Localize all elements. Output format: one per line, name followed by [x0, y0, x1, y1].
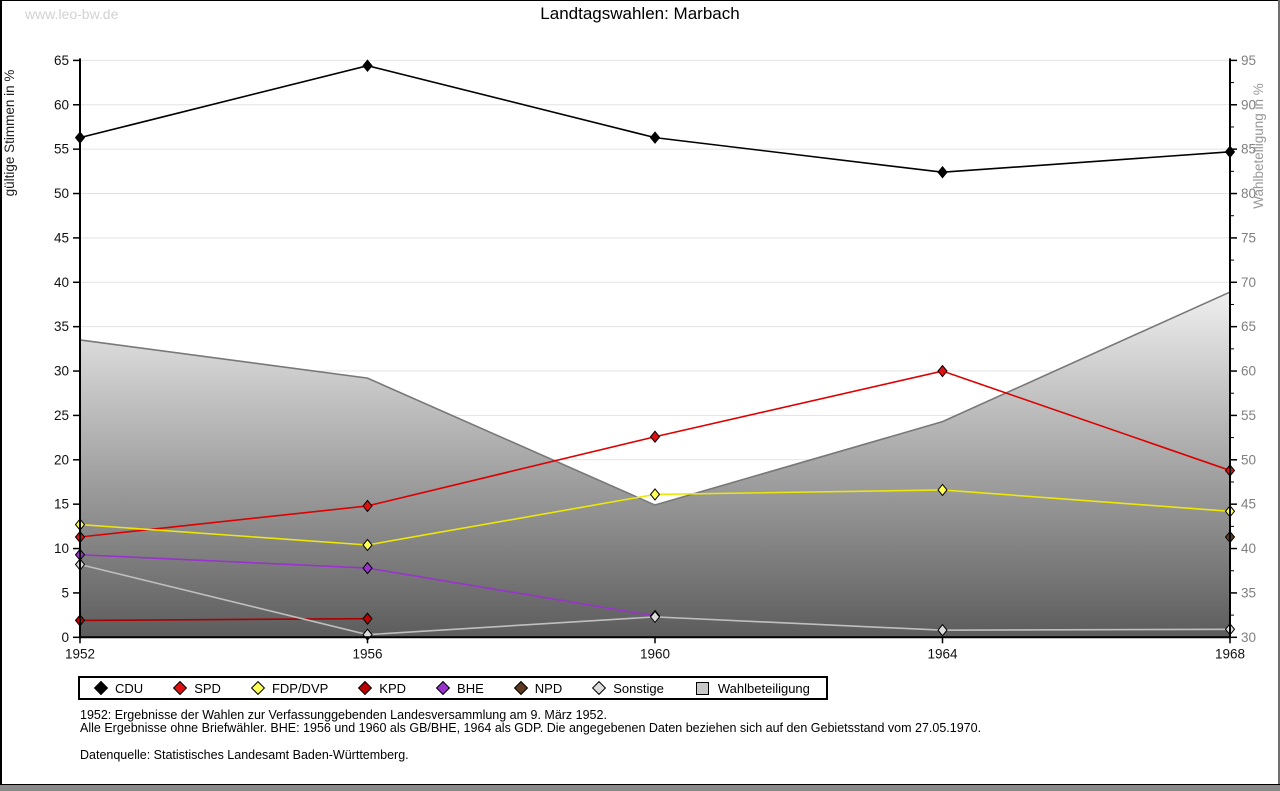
svg-text:0: 0: [61, 630, 69, 645]
diamond-marker-icon: [93, 680, 109, 696]
svg-text:45: 45: [54, 230, 69, 245]
series-cdu: [74, 59, 1236, 179]
diamond-marker-icon: [250, 680, 266, 696]
svg-text:1960: 1960: [640, 646, 670, 661]
svg-text:5: 5: [61, 585, 69, 600]
svg-text:70: 70: [1241, 275, 1256, 290]
svg-text:1964: 1964: [927, 646, 958, 661]
tick-labels: 0 5 10 15 20 25 30 35 40 45 50 55 60 65 30 35 40 45 50 55 60…: [54, 53, 1256, 661]
svg-text:55: 55: [54, 142, 69, 157]
svg-text:30: 30: [1241, 630, 1256, 645]
svg-text:65: 65: [54, 53, 69, 68]
svg-text:95: 95: [1241, 53, 1256, 68]
legend-label: BHE: [457, 680, 484, 696]
legend-item-sonstige: Sonstige: [592, 680, 664, 696]
series-wahlbeteiligung-area: [79, 291, 1231, 638]
svg-text:45: 45: [1241, 497, 1256, 512]
left-axis-title: gültige Stimmen in %: [2, 70, 17, 197]
legend-item-fdp-dvp: FDP/DVP: [250, 680, 329, 696]
svg-text:80: 80: [1241, 186, 1256, 201]
footnote-1952: 1952: Ergebnisse der Wahlen zur Verfassu…: [80, 708, 607, 722]
svg-text:40: 40: [1241, 541, 1256, 556]
svg-text:30: 30: [54, 364, 69, 379]
page-title: Landtagswahlen: Marbach: [540, 4, 740, 23]
legend-label: CDU: [115, 680, 144, 696]
series-fdp-dvp: [74, 483, 1236, 552]
svg-text:1956: 1956: [352, 646, 382, 661]
legend-item-bhe: BHE: [435, 680, 484, 696]
election-line-chart: 0 5 10 15 20 25 30 35 40 45 50 55 60 65 30 35 40 45 50 55 60…: [2, 53, 1266, 661]
turnout-swatch-icon: [695, 681, 709, 695]
window-border-left: [0, 0, 2, 784]
right-axis-title: Wahlbeteiligung in %: [1251, 83, 1266, 209]
svg-text:35: 35: [54, 319, 69, 334]
site-watermark: www.leo-bw.de: [25, 6, 119, 22]
svg-text:85: 85: [1241, 142, 1256, 157]
svg-text:50: 50: [1241, 452, 1256, 467]
window-border-bottom: [0, 784, 1280, 785]
legend-label: FDP/DVP: [271, 680, 329, 696]
diamond-marker-icon: [592, 680, 607, 696]
legend-item-spd: SPD: [173, 680, 221, 696]
footnote-methodology: Alle Ergebnisse ohne Briefwähler. BHE: 1…: [80, 721, 982, 735]
svg-text:10: 10: [54, 541, 69, 556]
legend-item-kpd: KPD: [358, 680, 407, 696]
diamond-marker-icon: [173, 680, 188, 696]
bottom-edge-bar: [0, 785, 1280, 791]
legend-item-cdu: CDU: [93, 680, 144, 696]
window-border-top: [0, 0, 1280, 1]
legend-item-wahlbeteiligung: Wahlbeteiligung: [695, 680, 810, 696]
svg-text:65: 65: [1241, 319, 1256, 334]
legend-label: NPD: [534, 680, 563, 696]
svg-text:90: 90: [1241, 97, 1256, 112]
legend-label: Sonstige: [613, 680, 664, 696]
window-border-right: [1278, 0, 1280, 784]
svg-text:75: 75: [1241, 230, 1256, 245]
svg-text:50: 50: [54, 186, 69, 201]
legend-label: Wahlbeteiligung: [717, 680, 810, 696]
svg-text:40: 40: [54, 275, 69, 290]
svg-text:20: 20: [54, 452, 69, 467]
footnote-datasource: Datenquelle: Statistisches Landesamt Bad…: [80, 748, 409, 762]
diamond-marker-icon: [435, 680, 451, 696]
svg-text:1952: 1952: [65, 646, 95, 661]
svg-text:60: 60: [1241, 364, 1256, 379]
svg-text:25: 25: [54, 408, 69, 423]
svg-text:60: 60: [54, 97, 69, 112]
svg-text:15: 15: [54, 497, 69, 512]
svg-text:55: 55: [1241, 408, 1256, 423]
diamond-marker-icon: [358, 680, 373, 696]
legend-label: KPD: [379, 680, 407, 696]
chart-legend: CDU SPD FDP/DVP KPD BHE NPD Sonstige Wahlbeteil…: [78, 676, 828, 700]
diamond-marker-icon: [513, 680, 528, 696]
svg-text:35: 35: [1241, 585, 1256, 600]
legend-label: SPD: [194, 680, 221, 696]
svg-text:1968: 1968: [1215, 646, 1245, 661]
legend-item-npd: NPD: [513, 680, 563, 696]
